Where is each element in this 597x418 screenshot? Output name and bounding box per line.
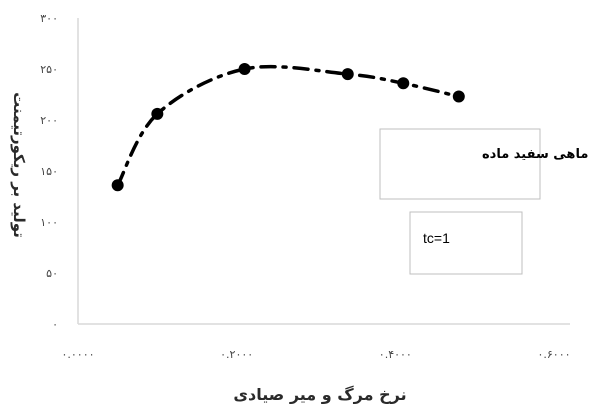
annotation-box-1 (379, 128, 541, 200)
x-axis-title: نرخ مرگ و میر صیادی (233, 385, 406, 404)
y-tick-label: ۵۰ (46, 267, 58, 280)
data-point (151, 107, 164, 120)
x-tick-label: ۰.۰۰۰۰ (61, 348, 94, 361)
y-tick-labels: ۰ ۵۰ ۱۰۰ ۱۵۰ ۲۰۰ ۲۵۰ ۳۰۰ (40, 12, 58, 331)
y-axis-title: تولید بر ریکورتیمنت (10, 92, 28, 238)
x-tick-label: ۰.۶۰۰۰ (537, 348, 570, 361)
data-point (452, 90, 465, 103)
annotation-2-text: tc=1 (423, 230, 450, 246)
x-tick-labels: ۰.۰۰۰۰ ۰.۲۰۰۰ ۰.۴۰۰۰ ۰.۶۰۰۰ (61, 348, 570, 361)
data-point (397, 77, 410, 90)
x-tick-label: ۰.۴۰۰۰ (379, 348, 412, 361)
annotation-box-2 (409, 211, 523, 275)
y-tick-label: ۰ (52, 318, 58, 331)
y-tick-label: ۱۰۰ (40, 216, 58, 229)
data-point (111, 179, 124, 192)
annotation-1-text: ماهی سفید ماده (482, 147, 588, 162)
data-point (238, 63, 251, 75)
y-tick-label: ۳۰۰ (40, 12, 58, 25)
y-tick-label: ۲۵۰ (40, 63, 58, 76)
y-tick-label: ۱۵۰ (40, 165, 58, 178)
data-point (341, 68, 354, 81)
x-tick-label: ۰.۲۰۰۰ (220, 348, 253, 361)
data-points (111, 63, 465, 192)
y-tick-label: ۲۰۰ (40, 114, 58, 127)
